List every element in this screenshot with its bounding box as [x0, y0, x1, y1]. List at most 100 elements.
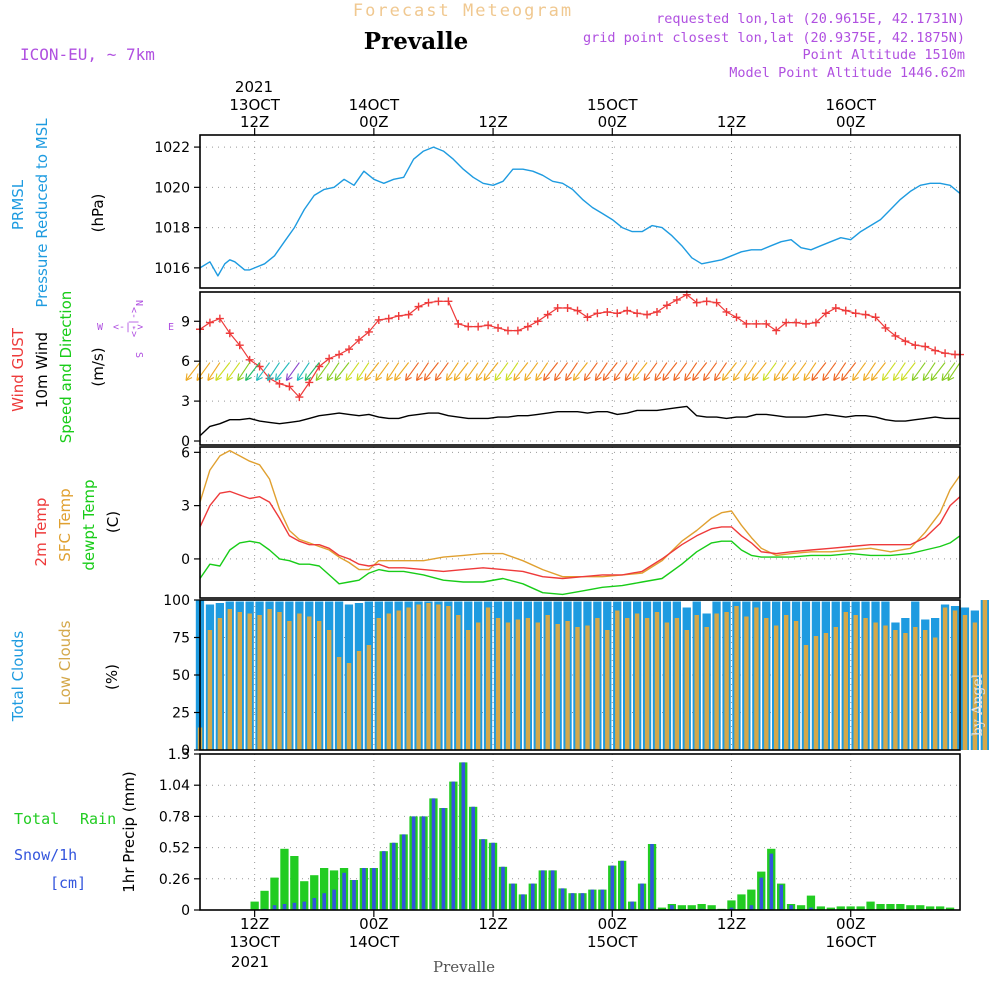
snow-bar: [779, 884, 783, 910]
low-cloud-bar: [923, 630, 928, 750]
wind-direction-arrow: [543, 362, 559, 381]
low-cloud-bar: [823, 633, 829, 750]
time-hour-top: 12Z: [478, 113, 507, 131]
snow-bar: [491, 842, 495, 910]
wind-arrowhead: [947, 373, 955, 382]
wind-arrowhead: [274, 373, 282, 382]
wind-direction-arrow: [434, 362, 449, 381]
rain-bar: [687, 905, 696, 910]
gust-marker: [464, 322, 473, 331]
forecast-title: Forecast Meteogram: [353, 1, 573, 21]
low-cloud-bar: [207, 630, 213, 750]
gust-marker: [414, 302, 423, 311]
wind-arrowhead: [632, 373, 640, 382]
snow-bar: [292, 902, 297, 910]
low-cloud-bar: [426, 603, 431, 750]
dewpt-label: dewpt Temp: [80, 479, 98, 570]
top-year-label: 2021: [235, 78, 273, 96]
gust-marker: [285, 382, 294, 391]
gust-marker: [553, 303, 562, 312]
low-cloud-bar: [724, 612, 729, 750]
wind-direction-arrow: [464, 362, 479, 381]
snow-bar: [302, 901, 307, 910]
wind-arrowhead: [892, 373, 900, 382]
low-cloud-bar: [356, 651, 362, 750]
wind-arrowhead: [524, 373, 532, 382]
y-tick-label: 0: [181, 434, 190, 450]
low-cloud-bar: [644, 618, 650, 750]
y-tick-label: 1020: [154, 180, 190, 196]
rain-bar: [747, 889, 756, 910]
snow-bar: [570, 893, 575, 910]
wind-direction-arrow: [803, 362, 817, 381]
wind-arrowhead: [863, 373, 870, 382]
gust-marker: [593, 309, 602, 318]
gust-marker: [384, 314, 393, 323]
rain-bar: [826, 907, 835, 910]
low-cloud-bar: [972, 622, 978, 750]
wind-direction-arrow: [947, 362, 961, 381]
gust-marker: [871, 313, 880, 322]
wind-direction-arrow: [505, 362, 519, 381]
pressure-msl-label: Pressure Reduced to MSL: [33, 118, 51, 308]
snow-bar: [382, 851, 386, 910]
snow-unit-label: [cm]: [50, 874, 86, 892]
wind-arrowhead: [185, 373, 193, 382]
wind-arrowhead: [703, 373, 710, 382]
rain-bar: [926, 906, 935, 910]
snow-bar: [332, 889, 336, 910]
wind-arrowhead: [453, 373, 461, 382]
gust-marker: [434, 297, 443, 306]
low-cloud-bar: [982, 600, 988, 750]
panel-frame: [199, 446, 961, 599]
low-cloud-bar: [456, 615, 461, 750]
y-tick-label: 3: [181, 499, 190, 515]
wind-direction-arrow: [751, 362, 767, 381]
rain-bar: [816, 906, 825, 910]
wind-arrowhead: [841, 373, 848, 382]
snow-bar: [809, 907, 813, 910]
rain-bar: [707, 905, 716, 910]
gust-marker: [792, 318, 801, 327]
snow-bar: [749, 905, 754, 910]
low-cloud-bar: [257, 615, 262, 750]
gust-marker: [811, 318, 820, 327]
low-cloud-bar: [704, 627, 709, 750]
snow-bar: [352, 880, 356, 910]
wind-arrowhead: [423, 373, 431, 382]
low-cloud-bar: [684, 630, 689, 750]
rain-bar: [260, 890, 269, 910]
rain-bar: [737, 894, 746, 910]
wind-direction-arrow: [296, 362, 310, 381]
snow-bar: [789, 905, 793, 910]
gust-marker: [543, 310, 552, 319]
snow-bar: [441, 808, 446, 910]
wind-arrowhead: [285, 373, 293, 382]
low-cloud-bar: [952, 610, 958, 750]
gust-marker: [613, 309, 622, 318]
gust-marker: [831, 303, 840, 312]
wind-direction-arrow: [703, 362, 718, 381]
wind-arrowhead: [662, 373, 670, 382]
wind-arrowhead: [207, 373, 215, 382]
wind-direction-arrow: [833, 362, 847, 381]
y-tick-label: 9: [181, 314, 190, 330]
low-cloud-bar: [575, 627, 580, 750]
wind-arrowhead: [583, 373, 591, 382]
wind-arrowhead: [326, 373, 334, 382]
snow-bar: [481, 839, 485, 910]
wind-direction-arrow: [743, 362, 757, 381]
wind-direction-arrow: [386, 362, 400, 381]
wind-direction-arrow: [714, 362, 727, 381]
model-label: ICON-EU, ~ 7km: [20, 45, 155, 64]
wind-arrowhead: [811, 373, 819, 382]
wind-direction-arrow: [453, 362, 469, 381]
gust-marker: [335, 350, 344, 359]
low-cloud-bar: [933, 637, 938, 750]
wind-arrowhead: [922, 373, 930, 382]
wind-arrowhead: [692, 373, 699, 382]
y-tick-label: 25: [172, 706, 190, 722]
compass-rose: W E <-|-> N S <-|->: [97, 300, 174, 358]
low-cloud-bar: [396, 610, 401, 750]
